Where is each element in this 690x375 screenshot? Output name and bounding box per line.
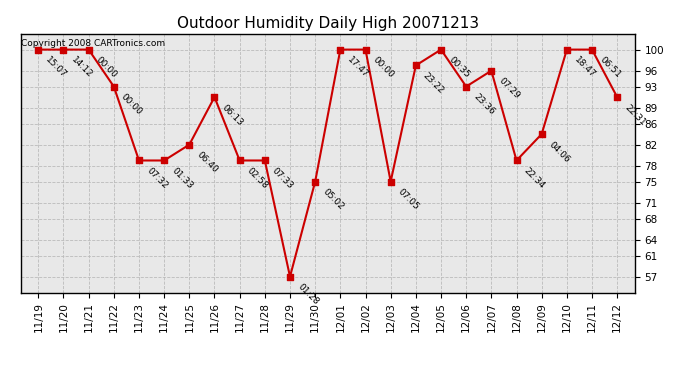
Point [184, 142, 195, 148]
Point [259, 158, 270, 164]
Point [511, 158, 522, 164]
Title: Outdoor Humidity Daily High 20071213: Outdoor Humidity Daily High 20071213 [177, 16, 479, 31]
Text: 02:58: 02:58 [245, 166, 270, 190]
Text: 00:00: 00:00 [371, 55, 396, 80]
Text: 01:28: 01:28 [295, 282, 320, 307]
Point [461, 84, 472, 90]
Point [234, 158, 245, 164]
Point [562, 46, 573, 53]
Text: 17:47: 17:47 [346, 55, 371, 80]
Point [108, 84, 119, 90]
Point [159, 158, 170, 164]
Point [586, 46, 598, 53]
Point [209, 94, 220, 100]
Point [411, 62, 422, 68]
Point [284, 274, 295, 280]
Point [435, 46, 446, 53]
Point [58, 46, 69, 53]
Point [536, 131, 547, 137]
Text: 00:35: 00:35 [446, 55, 471, 80]
Point [486, 68, 497, 74]
Text: 05:02: 05:02 [321, 187, 345, 212]
Text: 01:33: 01:33 [170, 166, 195, 191]
Text: 00:00: 00:00 [119, 92, 144, 117]
Text: 22:31: 22:31 [623, 103, 647, 127]
Text: Copyright 2008 CARTronics.com: Copyright 2008 CARTronics.com [21, 39, 166, 48]
Text: 00:00: 00:00 [95, 55, 119, 80]
Point [133, 158, 144, 164]
Text: 07:33: 07:33 [270, 166, 295, 191]
Text: 07:32: 07:32 [144, 166, 169, 190]
Point [33, 46, 44, 53]
Text: 23:22: 23:22 [422, 71, 446, 95]
Point [335, 46, 346, 53]
Point [310, 178, 321, 184]
Text: 07:05: 07:05 [396, 187, 421, 212]
Point [385, 178, 396, 184]
Text: 04:06: 04:06 [547, 140, 572, 164]
Text: 06:13: 06:13 [220, 103, 245, 128]
Text: 23:36: 23:36 [472, 92, 496, 117]
Point [83, 46, 94, 53]
Text: 15:07: 15:07 [44, 55, 68, 80]
Text: 14:12: 14:12 [69, 55, 94, 80]
Point [611, 94, 622, 100]
Text: 06:51: 06:51 [598, 55, 622, 80]
Point [360, 46, 371, 53]
Text: 18:47: 18:47 [573, 55, 597, 80]
Text: 07:29: 07:29 [497, 76, 522, 101]
Text: 22:34: 22:34 [522, 166, 546, 190]
Text: 06:40: 06:40 [195, 150, 219, 175]
